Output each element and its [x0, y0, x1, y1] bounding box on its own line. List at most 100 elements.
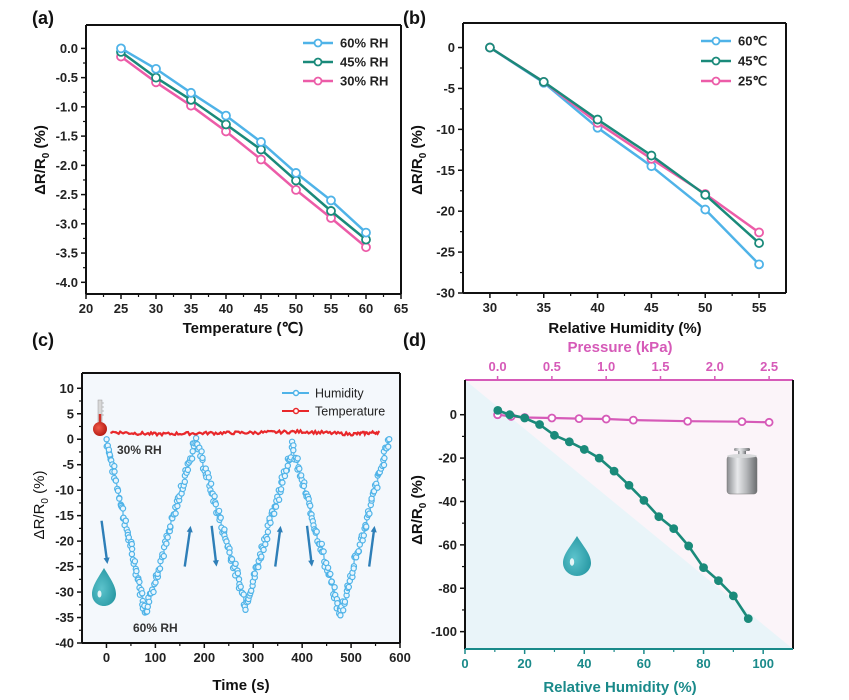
weight-icon [726, 448, 758, 495]
arrow-icon [183, 525, 193, 567]
humidity-point [296, 465, 303, 472]
x2-axis-title-d: Pressure (kPa) [567, 339, 672, 356]
temperature-point [154, 431, 157, 435]
humidity-point [235, 576, 243, 583]
x-tick-label: 80 [696, 656, 710, 671]
series-humidity-point [699, 563, 708, 573]
series-30rh-point [291, 185, 301, 195]
y-axis-title-c: ΔR/R0 (%) [31, 471, 51, 540]
temperature-point [310, 430, 314, 433]
y-tick-label: 0.0 [60, 41, 78, 56]
series-humidity-point [743, 614, 753, 624]
y-tick-label: -1.5 [56, 129, 78, 144]
temperature-point [110, 431, 113, 434]
temperature-point [315, 432, 318, 435]
temperature-point [345, 431, 348, 434]
humidity-point [145, 598, 153, 606]
humidity-point [307, 502, 314, 509]
temperature-point [168, 433, 172, 436]
temperature-point [208, 431, 211, 434]
arrow-icon [367, 525, 377, 567]
series-45-point [485, 42, 495, 53]
humidity-point [350, 565, 357, 572]
humidity-point [234, 570, 242, 577]
series-humidity-point [564, 437, 574, 447]
svg-text:ΔR/R0 (%): ΔR/R0 (%) [409, 475, 429, 545]
arrow-icon [274, 525, 283, 567]
series-60rh-point [186, 87, 196, 98]
legend-marker [711, 76, 721, 86]
humidity-point [264, 528, 272, 536]
series-humidity-point [714, 576, 723, 586]
series-temperature [110, 428, 381, 438]
x-axis-title-b: Relative Humidity (%) [548, 320, 701, 337]
humidity-point [111, 462, 118, 470]
y-tick-label: -3.0 [56, 216, 78, 231]
x-tick-label: 20 [517, 656, 531, 671]
temperature-point [198, 431, 201, 434]
temperature-point [183, 432, 186, 435]
temperature-point [291, 429, 294, 433]
x-tick-label: 0 [103, 650, 110, 665]
temperature-point [136, 433, 139, 436]
temperature-point [114, 431, 118, 434]
humidity-point [247, 587, 255, 595]
y-tick-label: -30 [436, 286, 455, 301]
temperature-point [212, 433, 216, 436]
temperature-point [242, 431, 245, 434]
humidity-point [331, 584, 338, 591]
humidity-point [313, 528, 320, 535]
temperature-point [145, 432, 148, 435]
temperature-point [340, 431, 343, 434]
humidity-point [112, 477, 120, 484]
humidity-point [172, 510, 179, 517]
humidity-point [334, 600, 341, 607]
humidity-point [355, 548, 362, 555]
x-tick-label: 20 [79, 301, 93, 316]
humidity-point [116, 495, 123, 502]
legend-label: 45% RH [340, 55, 388, 70]
temperature-point [281, 430, 284, 434]
temperature-point [301, 431, 304, 435]
humidity-point [324, 564, 332, 572]
humidity-point [260, 546, 267, 554]
temperature-point [232, 432, 235, 436]
temperature-point [349, 434, 353, 437]
series-pressure-point [764, 417, 774, 427]
humidity-point [128, 550, 136, 558]
x-tick-label: 300 [242, 650, 264, 665]
legend-marker [313, 76, 323, 86]
legend-marker [292, 407, 300, 415]
series-45rh-point [221, 119, 231, 130]
humidity-point [356, 541, 363, 548]
temperature-point [203, 431, 206, 434]
series-60rh-point [221, 110, 231, 121]
arrow-icon [100, 520, 110, 565]
temperature-point [222, 431, 226, 434]
series-pressure-point [683, 416, 693, 426]
temperature-point [141, 430, 144, 434]
temperature-point [367, 432, 370, 436]
temperature-point [376, 432, 379, 435]
humidity-point [272, 503, 280, 510]
series-pressure-point [737, 417, 747, 427]
x-tick-label: 65 [394, 301, 408, 316]
temperature-point [271, 430, 274, 433]
series-humidity-point [535, 420, 544, 429]
humidity-point [320, 548, 327, 555]
temperature-point [364, 431, 367, 434]
series-humidity-point [505, 410, 515, 420]
humidity-point [279, 479, 286, 486]
humidity-point [262, 541, 269, 548]
series-humidity [103, 434, 393, 619]
x-tick-label: 50 [289, 301, 303, 316]
humidity-point [232, 560, 239, 568]
humidity-point [211, 493, 218, 500]
y-tick-label: -25 [55, 559, 74, 574]
humidity-point [199, 454, 206, 462]
y-tick-label: -20 [55, 534, 74, 549]
temperature-point [252, 432, 255, 435]
temperature-point [373, 431, 376, 435]
x-tick-label: 100 [145, 650, 167, 665]
